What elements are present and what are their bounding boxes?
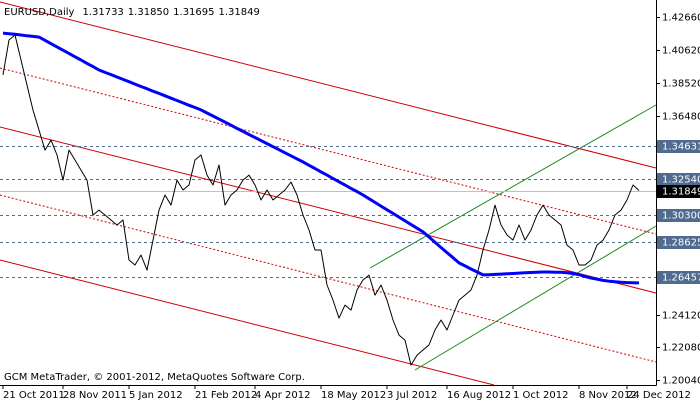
channel-line	[0, 67, 657, 235]
channel-line	[0, 1, 657, 169]
last-price-label: 1.31849	[662, 187, 700, 198]
y-tick-label: 1.40620	[662, 46, 700, 57]
x-tick-label: 24 Dec 2012	[627, 390, 691, 401]
level-label: 1.28625	[662, 238, 700, 249]
x-tick-label: 1 Oct 2012	[513, 390, 568, 401]
x-tick-label: 8 Nov 2012	[579, 390, 637, 401]
moving-average-line	[2, 31, 640, 285]
symbol: EURUSD,Daily	[4, 7, 75, 18]
y-tick-label: 1.42660	[662, 13, 700, 24]
y-tick-label: 1.20040	[662, 376, 700, 387]
channel-line	[0, 126, 657, 294]
x-tick-label: 21 Feb 2012	[195, 390, 257, 401]
y-tick-label: 1.36480	[662, 112, 700, 123]
x-tick-label: 3 Jul 2012	[387, 390, 437, 401]
level-label: 1.34631	[662, 142, 700, 153]
watermark: GCM MetaTrader, © 2001-2012, MetaQuotes …	[4, 372, 305, 383]
x-tick-label: 21 Oct 2011	[3, 390, 65, 401]
y-tick-label: 1.22080	[662, 343, 700, 354]
ohlc-value: 1.31695	[173, 7, 214, 18]
ohlc-value: 1.31733	[82, 7, 123, 18]
price-line	[2, 34, 640, 366]
channel-lines	[0, 1, 657, 386]
channel-line	[414, 225, 657, 371]
x-tick-label: 4 Apr 2012	[255, 390, 310, 401]
y-tick-label: 1.24120	[662, 311, 700, 322]
ohlc-value: 1.31850	[128, 7, 169, 18]
level-label-bg	[657, 173, 700, 186]
channel-line	[0, 194, 657, 363]
x-tick-label: 18 May 2012	[321, 390, 386, 401]
level-label-bg	[657, 236, 700, 249]
channel-line	[369, 104, 657, 269]
level-label: 1.32540	[662, 175, 700, 186]
ohlc-value: 1.31849	[219, 7, 260, 18]
x-tick-label: 5 Jan 2012	[129, 390, 183, 401]
x-tick-label: 28 Nov 2011	[63, 390, 127, 401]
level-label-bg	[657, 140, 700, 153]
level-label: 1.30300	[662, 211, 700, 222]
last-price-bg	[657, 185, 700, 198]
y-tick-label: 1.38520	[662, 79, 700, 90]
header: EURUSD,Daily 1.31733 1.31850 1.31695 1.31849	[4, 7, 260, 18]
level-label-bg	[657, 271, 700, 284]
level-label: 1.26457	[662, 273, 700, 284]
level-label-bg	[657, 209, 700, 222]
x-tick-label: 16 Aug 2012	[447, 390, 511, 401]
